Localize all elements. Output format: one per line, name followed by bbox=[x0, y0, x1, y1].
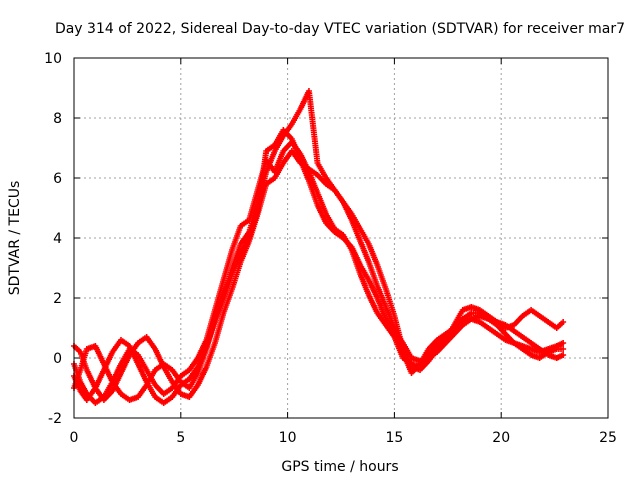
chart-title: Day 314 of 2022, Sidereal Day-to-day VTE… bbox=[55, 21, 625, 37]
y-tick-label: 10 bbox=[44, 51, 62, 67]
axes-group: 0 5 10 15 20 25 -2 0 2 4 6 8 10 bbox=[44, 51, 617, 446]
x-tick-label: 10 bbox=[279, 430, 297, 446]
x-tick-label: 25 bbox=[599, 430, 617, 446]
x-tick-label: 0 bbox=[70, 430, 79, 446]
x-axis-label: GPS time / hours bbox=[281, 459, 398, 475]
series-track-2 bbox=[71, 88, 567, 403]
y-tick-label: 6 bbox=[53, 171, 62, 187]
data-point bbox=[560, 319, 567, 325]
data-point bbox=[560, 340, 567, 346]
x-tick-label: 15 bbox=[385, 430, 403, 446]
plot-frame bbox=[73, 57, 609, 419]
y-axis-label: SDTVAR / TECUs bbox=[7, 181, 23, 296]
y-tick-label: -2 bbox=[48, 411, 62, 427]
marks-group bbox=[71, 88, 567, 406]
data-point bbox=[560, 346, 567, 352]
series-track-4 bbox=[71, 127, 567, 406]
data-point bbox=[560, 352, 567, 358]
x-tick-label: 20 bbox=[492, 430, 510, 446]
y-tick-label: 8 bbox=[53, 111, 62, 127]
y-tick-label: 0 bbox=[53, 351, 62, 367]
x-tick-label: 5 bbox=[176, 430, 185, 446]
y-tick-label: 2 bbox=[53, 291, 62, 307]
y-tick-label: 4 bbox=[53, 231, 62, 247]
